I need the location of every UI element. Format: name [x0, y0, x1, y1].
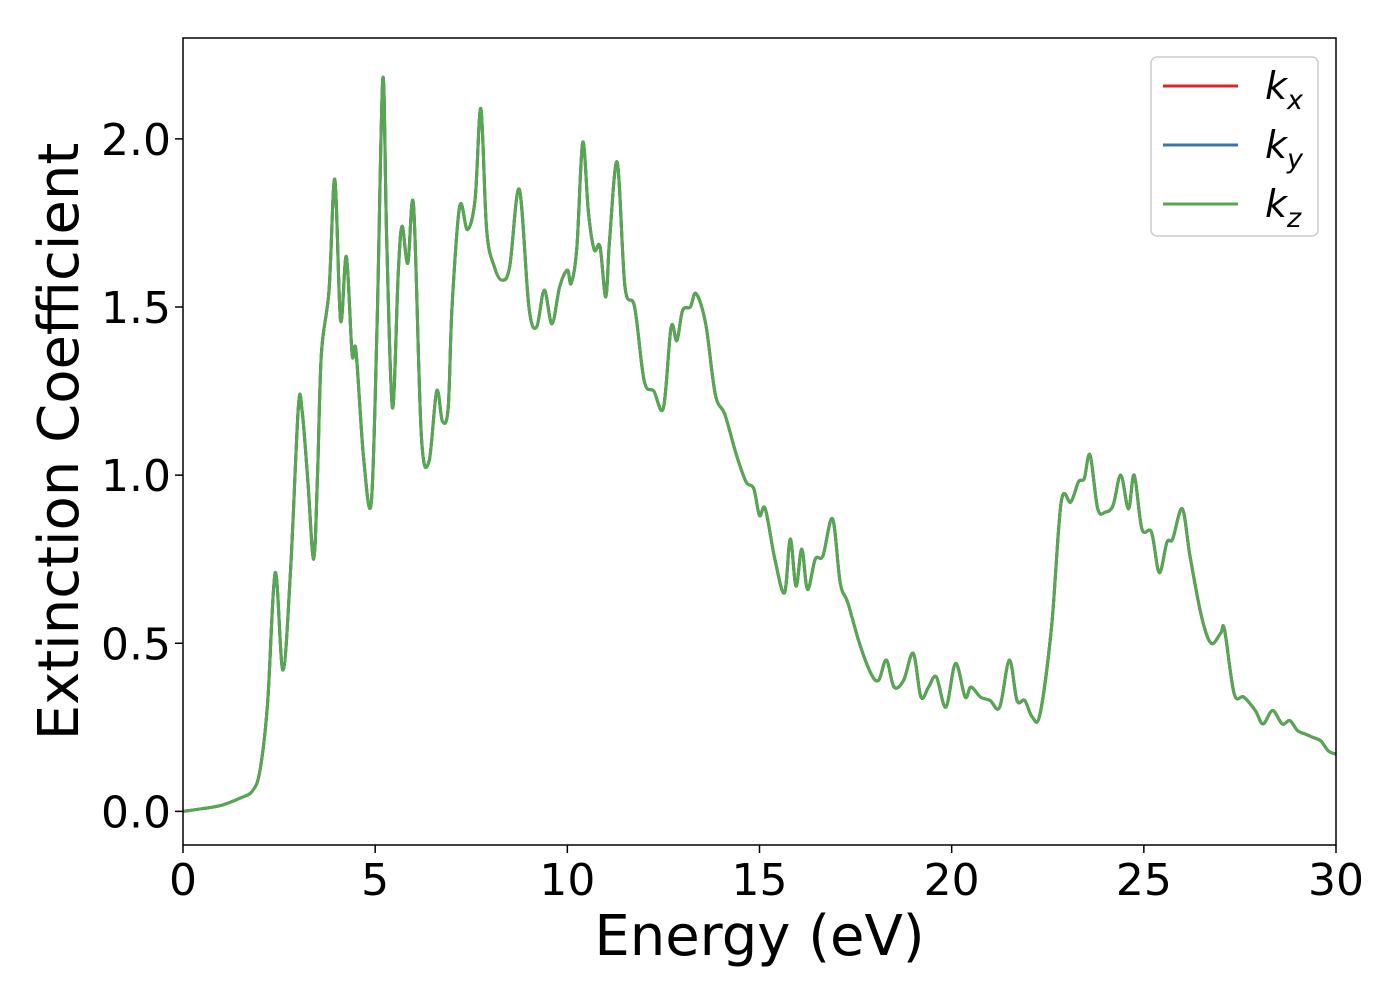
- legend-label: ky: [1265, 123, 1304, 175]
- y-tick-label: 2.0: [101, 115, 171, 166]
- y-tick-label: 0.0: [101, 787, 171, 838]
- y-tick-label: 1.5: [101, 283, 171, 334]
- x-axis-ticks: 0 5 10 15 20 25 30: [169, 845, 1364, 906]
- y-axis-ticks: 0.0 0.5 1.0 1.5 2.0: [101, 115, 183, 838]
- x-tick-label: 25: [1116, 855, 1172, 906]
- x-tick-label: 20: [924, 855, 980, 906]
- x-tick-label: 10: [539, 855, 595, 906]
- x-tick-label: 30: [1308, 855, 1364, 906]
- y-axis-label: Extinction Coefficient: [27, 143, 92, 741]
- x-tick-label: 15: [732, 855, 788, 906]
- legend: kx ky kz: [1150, 56, 1319, 237]
- legend-item-k_y: ky: [1163, 123, 1304, 175]
- x-tick-label: 0: [169, 855, 197, 906]
- legend-item-k_x: kx: [1163, 64, 1304, 116]
- x-tick-label: 5: [361, 855, 389, 906]
- plot-lines: [183, 75, 1336, 813]
- legend-label: kz: [1265, 182, 1302, 234]
- legend-item-k_z: kz: [1163, 182, 1302, 234]
- series-line-k_z: [183, 75, 1336, 813]
- y-tick-label: 1.0: [101, 451, 171, 502]
- y-tick-label: 0.5: [101, 619, 171, 670]
- legend-label: kx: [1265, 64, 1304, 116]
- x-axis-label: Energy (eV): [594, 904, 924, 969]
